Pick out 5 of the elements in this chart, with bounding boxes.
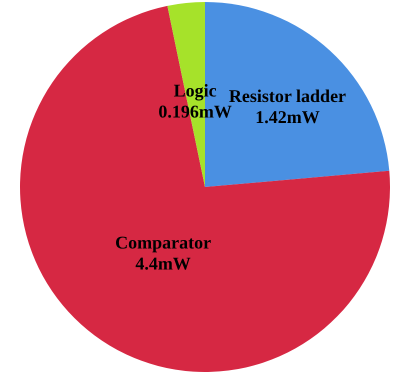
data-label: 4.4mW xyxy=(135,253,191,274)
slice-label: Logic xyxy=(174,80,217,100)
data-label: 1.42mW xyxy=(255,106,320,127)
pie-slice xyxy=(20,6,390,372)
slice-label: Comparator xyxy=(115,232,212,252)
